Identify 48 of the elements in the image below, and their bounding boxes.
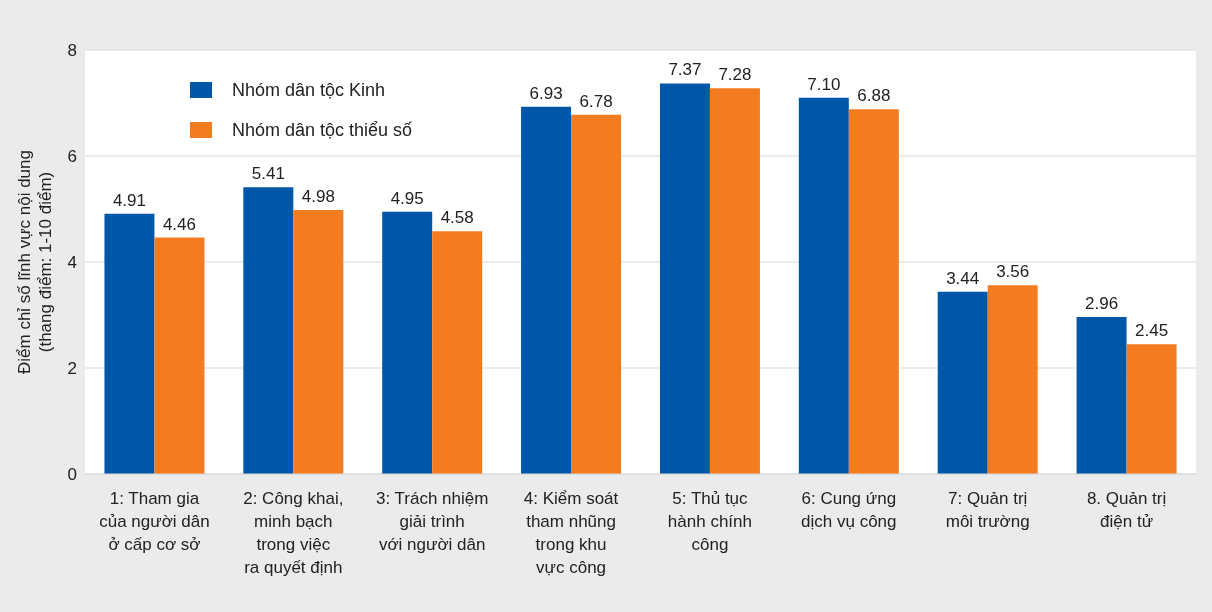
bar — [848, 109, 899, 474]
bar — [571, 114, 622, 474]
x-tick-label: 2: Công khai, minh bạch trong việc ra quyết định — [243, 489, 344, 577]
data-label: 3.44 — [946, 268, 980, 288]
y-tick-label: 8 — [67, 41, 77, 61]
data-label: 2.45 — [1135, 321, 1169, 341]
x-tick-label: 5: Thủ tục hành chính công — [667, 489, 753, 554]
bar — [709, 88, 760, 474]
x-tick-label: 8. Quản trị điện tử — [1086, 489, 1167, 531]
y-tick-label: 0 — [67, 465, 77, 485]
legend-label: Nhóm dân tộc Kinh — [232, 79, 386, 101]
bar — [521, 106, 572, 474]
data-label: 4.46 — [162, 214, 196, 234]
data-label: 7.28 — [718, 65, 752, 85]
y-axis-title: Điểm chỉ số lĩnh vực nội dung (thang điểm: 1-10 điểm) — [15, 150, 55, 374]
bar — [987, 285, 1038, 474]
bar — [659, 83, 710, 474]
x-tick-label: 7: Quản trị môi trường — [945, 489, 1030, 531]
data-label: 7.10 — [807, 74, 841, 94]
bar — [937, 291, 988, 474]
bar — [104, 213, 155, 474]
bar — [293, 210, 344, 474]
y-tick-label: 2 — [67, 359, 77, 379]
data-label: 4.91 — [112, 190, 146, 210]
y-tick-label: 6 — [67, 147, 77, 167]
data-label: 6.78 — [579, 91, 613, 111]
bar — [154, 237, 205, 474]
bar — [798, 97, 849, 474]
bar — [432, 231, 483, 474]
data-label: 5.41 — [251, 164, 285, 184]
bar — [243, 187, 294, 474]
x-tick-label: 3: Trách nhiệm giải trình với người dân — [375, 489, 489, 554]
bar — [1126, 344, 1177, 474]
bar — [1076, 317, 1127, 474]
data-label: 4.95 — [390, 188, 424, 208]
legend-label: Nhóm dân tộc thiểu số — [232, 119, 413, 141]
data-label: 2.96 — [1085, 294, 1119, 314]
x-tick-label: 1: Tham gia của người dân ở cấp cơ sở — [99, 489, 210, 554]
y-tick-label: 4 — [67, 253, 77, 273]
data-label: 3.56 — [996, 262, 1030, 282]
data-label: 7.37 — [668, 60, 702, 80]
data-label: 6.88 — [857, 86, 891, 106]
bar — [382, 211, 433, 474]
x-tick-label: 4: Kiểm soát tham nhũng trong khu vực công — [523, 489, 619, 577]
data-label: 4.58 — [440, 208, 474, 228]
data-label: 6.93 — [529, 83, 563, 103]
data-label: 4.98 — [301, 187, 335, 207]
x-tick-label: 6: Cung ứng dịch vụ công — [801, 489, 897, 531]
